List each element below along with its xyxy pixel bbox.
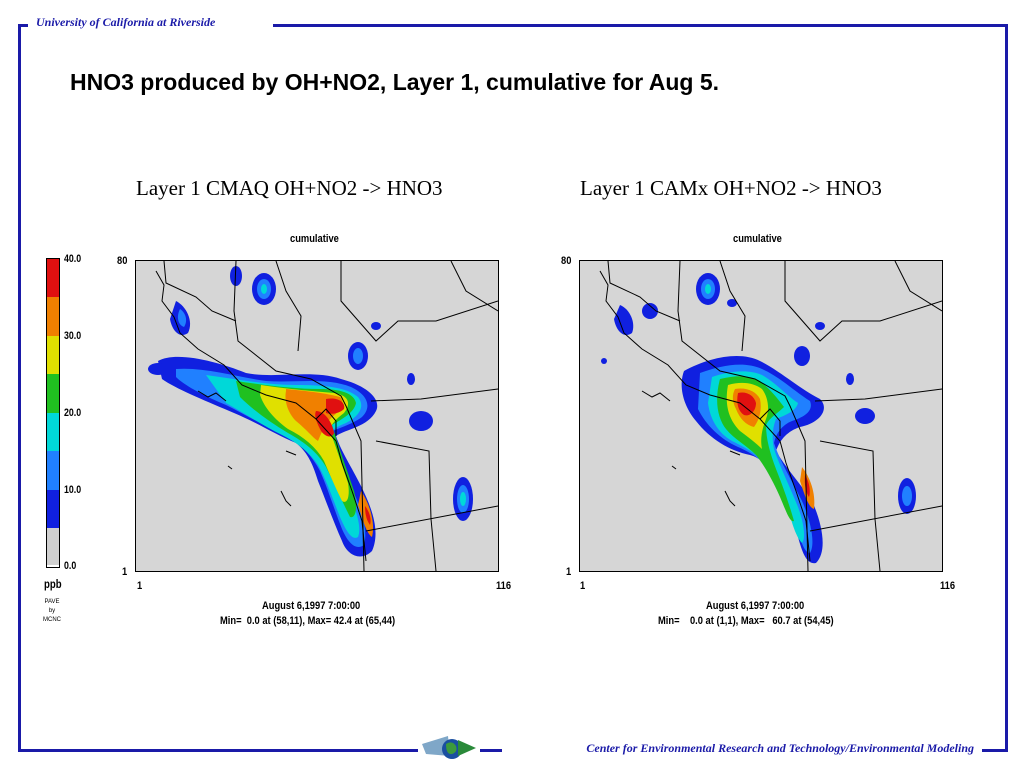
frame-right <box>1005 24 1008 752</box>
colorbar-label-30: 30.0 <box>64 330 82 342</box>
panel-cmaq-xmax: 116 <box>496 580 512 592</box>
pave-credit-2: by <box>48 608 56 614</box>
center-footer: Center for Environmental Research and Te… <box>586 741 974 755</box>
frame-bottom-mid <box>480 749 502 752</box>
panel-cmaq-xmin: 1 <box>137 580 143 592</box>
pave-credit-1: PAVE <box>44 599 60 605</box>
colorbar-label-20: 20.0 <box>64 407 82 419</box>
colorbar-seg <box>47 451 59 490</box>
frame-bottom-left <box>18 749 418 752</box>
colorbar-seg <box>47 336 59 374</box>
panel-cmaq-ymax: 80 <box>117 255 128 267</box>
cmaq-boundaries <box>155 261 498 571</box>
panel-camx-stats: Min= 0.0 at (1,1), Max= 60.7 at (54,45) <box>658 615 834 627</box>
panel-camx-ymin: 1 <box>566 566 572 578</box>
colorbar-label-10: 10.0 <box>64 484 82 496</box>
pave-credit-3: MCNC <box>43 617 61 623</box>
colorbar-seg <box>47 528 59 565</box>
cert-logo <box>422 736 476 759</box>
colorbar-seg <box>47 259 59 297</box>
colorbar-seg <box>47 490 59 528</box>
panel-cmaq-date: August 6,1997 7:00:00 <box>262 600 361 612</box>
panel-cmaq-ymin: 1 <box>122 566 128 578</box>
frame-bottom-right <box>982 749 1008 752</box>
panel-cmaq-title: Layer 1 CMAQ OH+NO2 -> HNO3 <box>136 176 443 200</box>
camx-concentration-field <box>601 273 916 564</box>
colorbar-seg <box>47 413 59 451</box>
panel-cmaq-subtitle: cumulative <box>290 233 339 245</box>
colorbar-label-40: 40.0 <box>64 253 82 265</box>
frame-top-left <box>18 24 28 27</box>
panel-camx-subtitle: cumulative <box>733 233 782 245</box>
institution-header: University of California at Riverside <box>36 15 216 29</box>
cmaq-concentration-field <box>148 266 473 557</box>
colorbar <box>46 258 60 568</box>
panel-cmaq-map <box>135 260 499 572</box>
panel-camx-title: Layer 1 CAMx OH+NO2 -> HNO3 <box>580 176 882 200</box>
panel-camx-xmax: 116 <box>940 580 956 592</box>
colorbar-seg <box>47 374 59 413</box>
frame-left <box>18 24 21 752</box>
colorbar-unit: ppb <box>44 577 62 591</box>
colorbar-seg <box>47 297 59 336</box>
slide-title: HNO3 produced by OH+NO2, Layer 1, cumula… <box>70 69 720 95</box>
panel-camx-date: August 6,1997 7:00:00 <box>706 600 805 612</box>
frame-top-right <box>273 24 1008 27</box>
panel-camx-xmin: 1 <box>580 580 586 592</box>
panel-camx-ymax: 80 <box>561 255 572 267</box>
colorbar-label-0: 0.0 <box>64 560 77 572</box>
panel-cmaq-stats: Min= 0.0 at (58,11), Max= 42.4 at (65,44… <box>220 615 396 627</box>
panel-camx-map <box>579 260 943 572</box>
camx-boundaries <box>599 261 942 571</box>
